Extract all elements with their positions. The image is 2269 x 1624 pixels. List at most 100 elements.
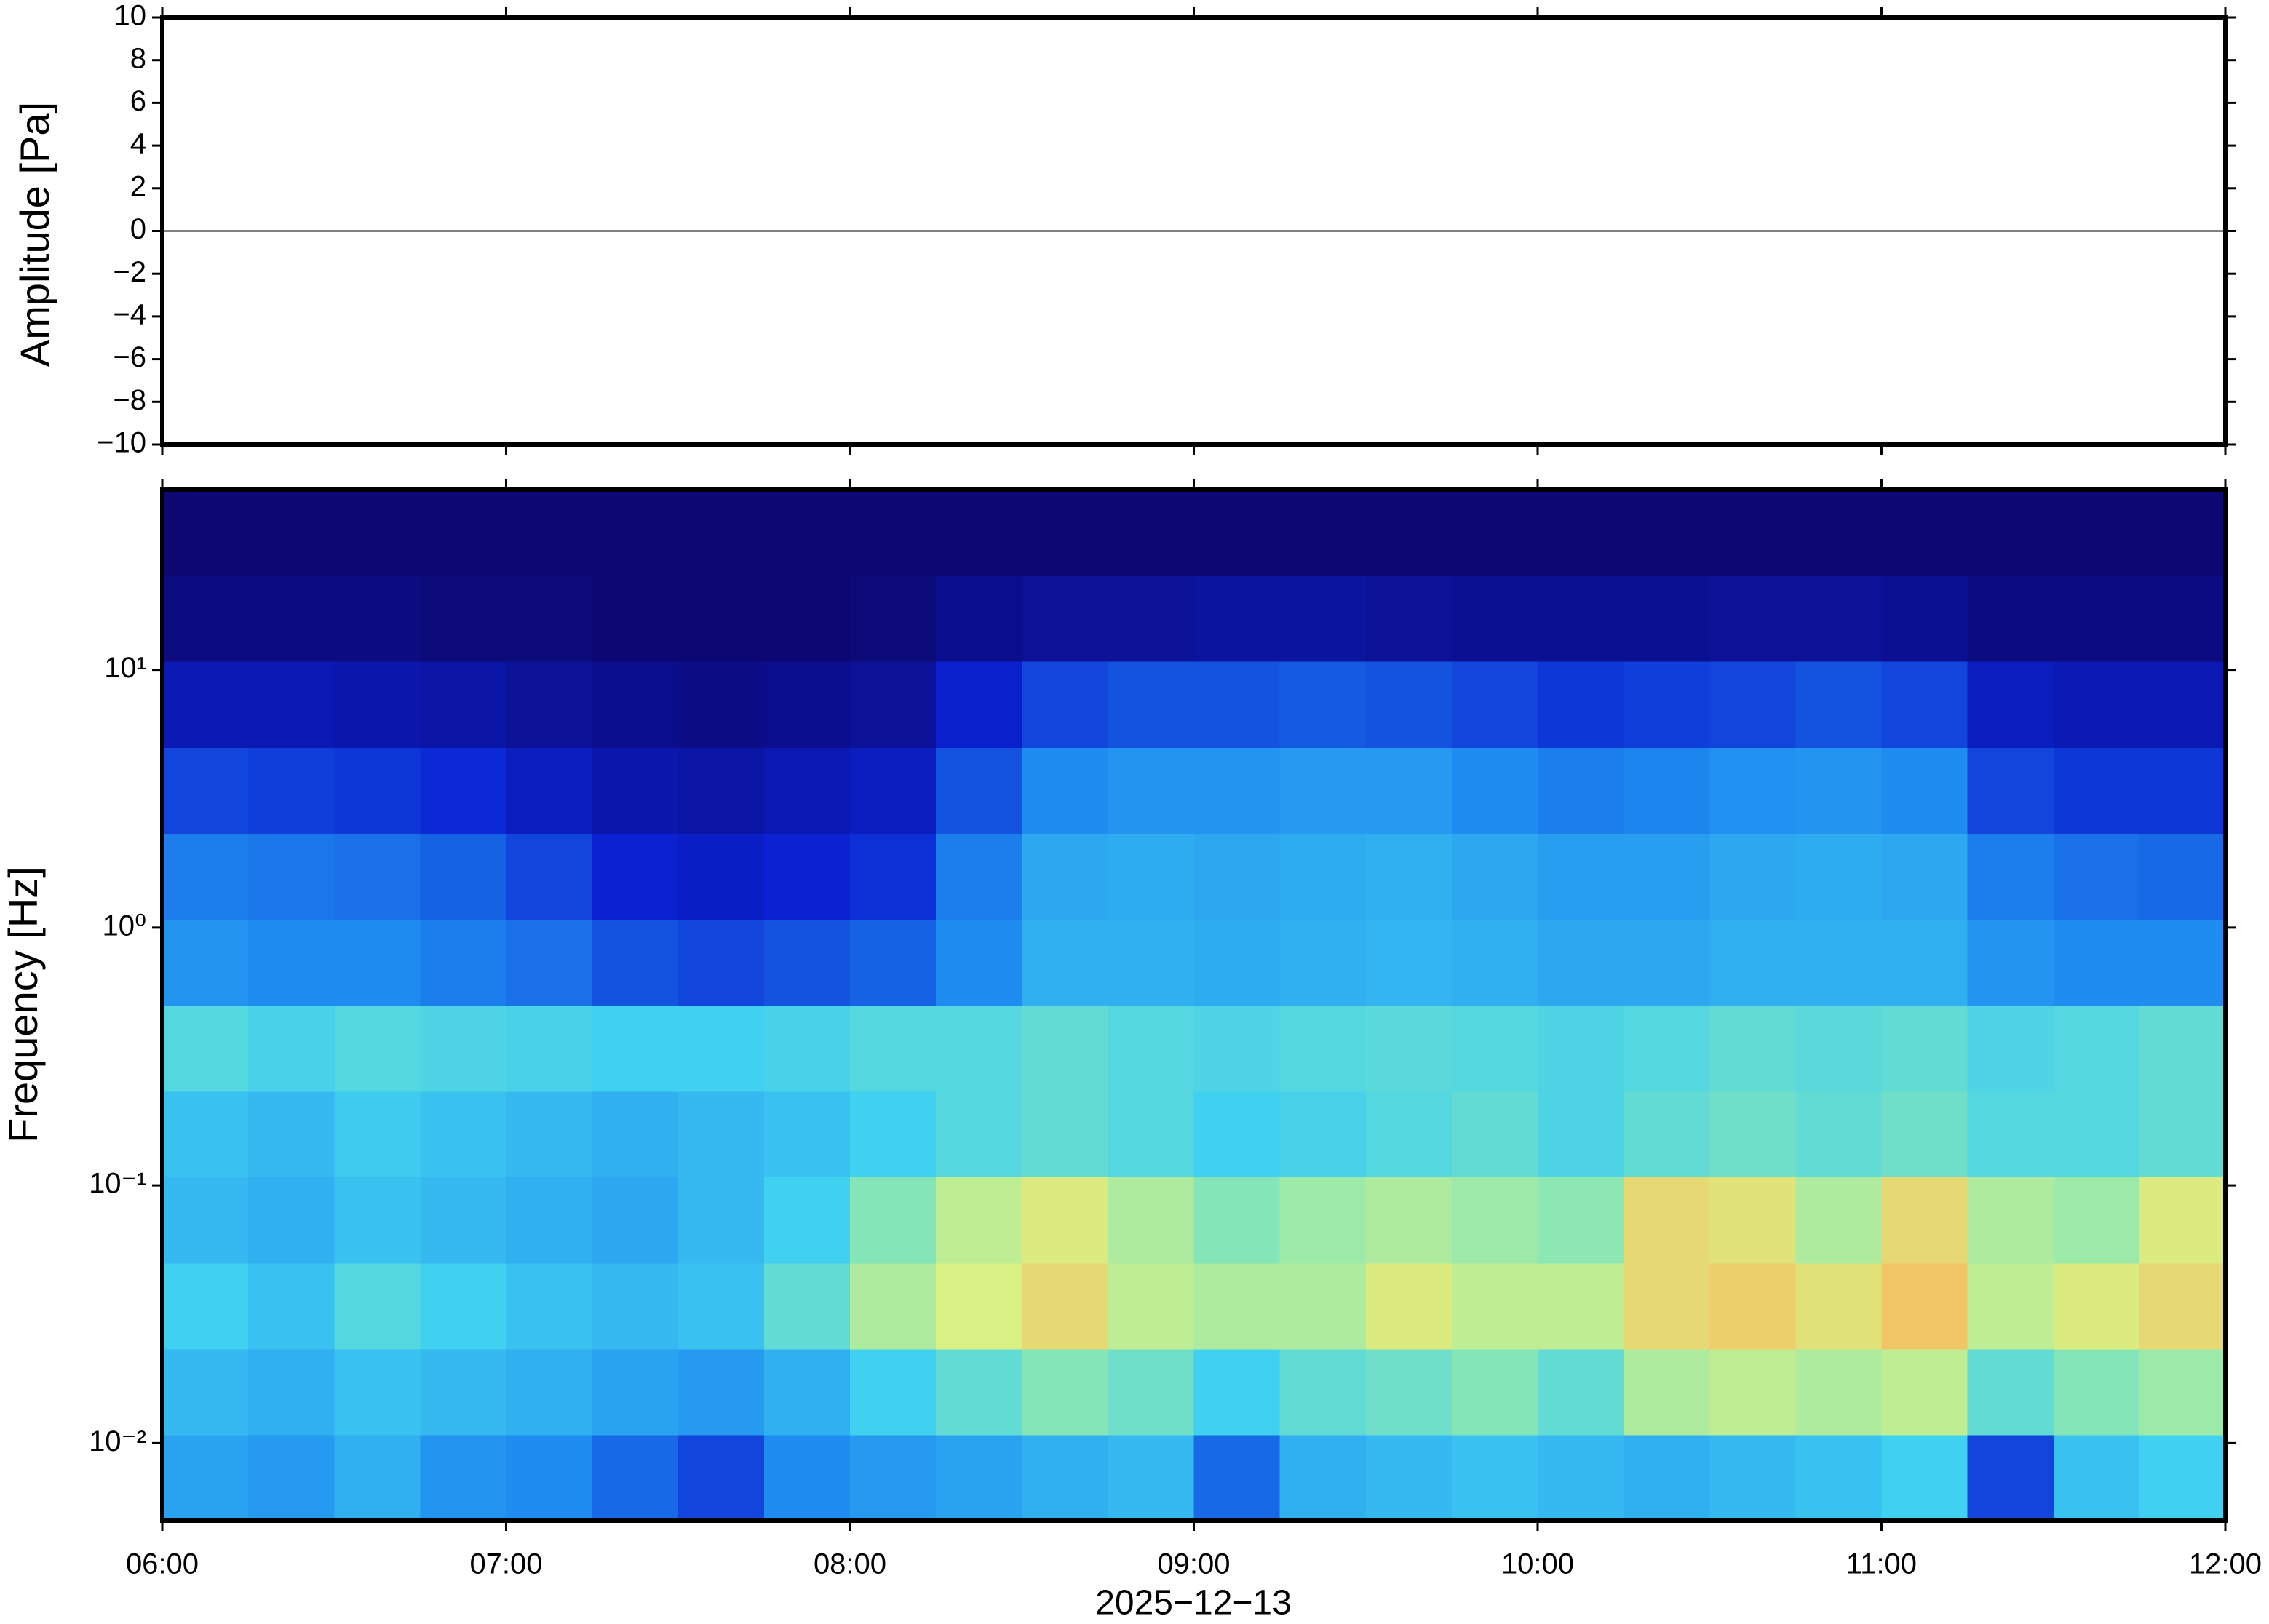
spectrogram-cell xyxy=(2139,1177,2226,1264)
spectrogram-cell xyxy=(162,1005,249,1092)
spectrogram-cell xyxy=(1538,490,1624,576)
spectrogram-cell xyxy=(1365,1177,1453,1264)
spectrogram-cell xyxy=(420,1434,507,1521)
spectrogram-cell xyxy=(2139,1091,2226,1178)
spectrogram-cell xyxy=(763,833,851,920)
spectrogram-cell xyxy=(420,1005,507,1092)
spectrogram-cell xyxy=(162,1434,249,1521)
x-tick-label: 11:00 xyxy=(1846,1548,1917,1580)
spectrogram-cell xyxy=(1967,747,2054,835)
spectrogram-cell xyxy=(162,1348,249,1436)
spectrogram-cell xyxy=(1709,1348,1797,1436)
spectrogram-cell xyxy=(1022,1091,1109,1178)
spectrogram-cell xyxy=(592,1348,679,1436)
spectrogram-cell xyxy=(248,1434,335,1521)
spectrogram-cell xyxy=(1624,661,1711,749)
spectrogram-cell xyxy=(1795,747,1883,835)
spectrogram-cell xyxy=(1193,833,1281,920)
spectrogram-cell xyxy=(1022,1262,1109,1350)
spectrogram-cell xyxy=(850,1091,937,1178)
spectrogram-cell xyxy=(850,833,937,920)
spectrogram-cell xyxy=(1279,1434,1367,1521)
spectrogram-cell xyxy=(1279,1005,1367,1092)
x-tick-label: 10:00 xyxy=(1501,1548,1574,1580)
spectrogram-cell xyxy=(334,1262,421,1350)
spectrogram-cell xyxy=(1795,576,1883,662)
spectrogram-cell xyxy=(420,833,507,920)
spectrogram-cell xyxy=(1624,747,1711,835)
spectrogram-cell xyxy=(1624,576,1711,662)
spectrogram-cell xyxy=(1108,576,1195,662)
spectrogram-cell xyxy=(1022,833,1109,920)
spectrogram-cell xyxy=(850,490,937,576)
spectrogram-cell xyxy=(1451,661,1538,749)
y-tick-label: −4 xyxy=(113,298,146,330)
spectrogram-cell xyxy=(334,919,421,1006)
spectrogram-cell xyxy=(1967,1091,2054,1178)
spectrogram-cell xyxy=(850,1005,937,1092)
spectrogram-cell xyxy=(592,1005,679,1092)
spectrogram-cell xyxy=(1967,1434,2054,1521)
spectrogram-cell xyxy=(1795,833,1883,920)
spectrogram-cell xyxy=(1709,1434,1797,1521)
spectrogram-cell xyxy=(1365,919,1453,1006)
spectrogram-cell xyxy=(1624,1005,1711,1092)
spectrogram-cell xyxy=(1967,833,2054,920)
spectrogram-cell xyxy=(248,576,335,662)
spectrogram-cell xyxy=(677,1348,765,1436)
spectrogram-cell xyxy=(506,1434,593,1521)
spectrogram-cell xyxy=(1538,919,1624,1006)
spectrogram-cell xyxy=(1709,576,1797,662)
spectrogram-cell xyxy=(592,1091,679,1178)
spectrogram-cell xyxy=(1967,919,2054,1006)
spectrogram-cell xyxy=(1279,1348,1367,1436)
spectrogram-cell xyxy=(1795,1262,1883,1350)
spectrogram-cell xyxy=(1709,1005,1797,1092)
spectrogram-cell xyxy=(1279,661,1367,749)
spectrogram-cell xyxy=(1967,1177,2054,1264)
spectrogram-cell xyxy=(592,490,679,576)
spectrogram-cell xyxy=(1451,490,1538,576)
spectrogram-cell xyxy=(2139,490,2226,576)
spectrogram-cell xyxy=(592,576,679,662)
spectrogram-cell xyxy=(1795,1434,1883,1521)
spectrogram-cell xyxy=(936,1177,1023,1264)
spectrogram-cell xyxy=(1881,1091,1968,1178)
spectrogram-cell xyxy=(162,919,249,1006)
spectrogram-cell xyxy=(1022,919,1109,1006)
spectrogram-cell xyxy=(162,833,249,920)
spectrogram-cell xyxy=(677,1005,765,1092)
y-axis-label: Amplitude [Pa] xyxy=(12,102,57,367)
spectrogram-cell xyxy=(2139,833,2226,920)
spectrogram-cell xyxy=(248,747,335,835)
y-tick-label: 8 xyxy=(130,42,146,74)
spectrogram-cell xyxy=(2139,661,2226,749)
spectrogram-cell xyxy=(1709,833,1797,920)
spectrogram-cell xyxy=(420,661,507,749)
spectrogram-cell xyxy=(2053,576,2140,662)
spectrogram-cell xyxy=(1108,1177,1195,1264)
spectrogram-cell xyxy=(2139,1262,2226,1350)
spectrogram-cell xyxy=(2139,919,2226,1006)
y-axis-label: Frequency [Hz] xyxy=(0,867,46,1143)
spectrogram-cell xyxy=(1624,919,1711,1006)
spectrogram-cell xyxy=(420,919,507,1006)
spectrogram-cell xyxy=(2139,1348,2226,1436)
spectrogram-cell xyxy=(1365,747,1453,835)
spectrogram-cell xyxy=(162,661,249,749)
spectrogram-cell xyxy=(677,833,765,920)
spectrogram-cell xyxy=(248,1005,335,1092)
spectrogram-cell xyxy=(1881,1434,1968,1521)
spectrogram-cell xyxy=(1881,576,1968,662)
spectrogram-cell xyxy=(677,1434,765,1521)
spectrogram-cell xyxy=(1108,1348,1195,1436)
spectrogram-cell xyxy=(1624,1348,1711,1436)
spectrogram-cell xyxy=(2139,1005,2226,1092)
spectrogram-cell xyxy=(677,576,765,662)
spectrogram-cell xyxy=(1538,747,1624,835)
spectrogram-cell xyxy=(936,490,1023,576)
y-tick-label: −6 xyxy=(113,341,146,373)
spectrogram-cell xyxy=(936,576,1023,662)
spectrogram-cell xyxy=(763,490,851,576)
spectrogram-cell xyxy=(1795,1177,1883,1264)
